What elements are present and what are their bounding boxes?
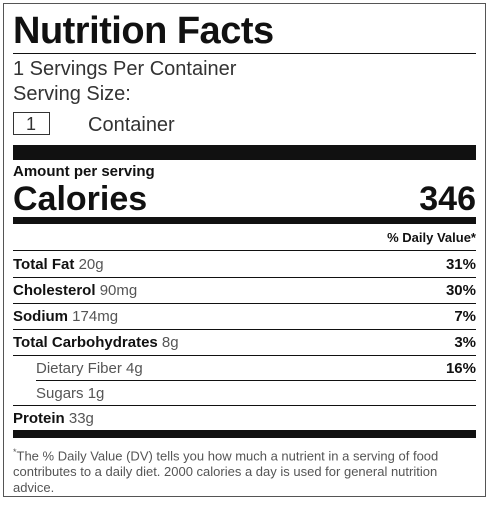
nutrient-row: Dietary Fiber 4g 16% [13, 356, 476, 381]
divider [13, 250, 476, 251]
nutrient-row: Cholesterol 90mg 30% [13, 278, 476, 303]
daily-value: 30% [445, 282, 476, 299]
nutrient-amount: 1g [87, 385, 105, 402]
serving-size-input[interactable]: 1 [13, 112, 50, 135]
divider [13, 405, 476, 406]
nutrient-amount: 174mg [72, 308, 119, 325]
nutrient-amount: 90mg [99, 282, 138, 299]
nutrient-name: Total Carbohydrates [13, 334, 158, 351]
divider [13, 53, 476, 54]
serving-size-label: Serving Size: [13, 83, 131, 105]
nutrient-row: Total Carbohydrates 8g 3% [13, 330, 476, 355]
thick-divider [13, 217, 476, 224]
daily-value: 16% [445, 360, 476, 377]
nutrient-amount: 33g [68, 410, 94, 427]
nutrient-row: Sugars 1g [13, 381, 476, 406]
nutrient-row: Sodium 174mg 7% [13, 304, 476, 329]
nutrition-label: Nutrition Facts 1 Servings Per Container… [3, 3, 486, 497]
nutrient-name: Cholesterol [13, 282, 96, 299]
serving-size-unit: Container [88, 114, 175, 136]
thick-divider [13, 430, 476, 438]
nutrient-name: Total Fat [13, 256, 75, 273]
nutrient-amount: 20g [78, 256, 104, 273]
divider [13, 303, 476, 304]
nutrient-name: Dietary Fiber [36, 360, 122, 377]
footnote-text: The % Daily Value (DV) tells you how muc… [13, 448, 439, 496]
nutrient-amount: 4g [126, 360, 143, 377]
nutrient-name: Protein [13, 410, 65, 427]
title: Nutrition Facts [13, 10, 274, 52]
footnote: *The % Daily Value (DV) tells you how mu… [13, 444, 468, 496]
amount-label: Amount per serving [13, 163, 155, 180]
daily-value: 3% [454, 334, 476, 351]
divider [13, 355, 476, 356]
nutrient-name: Sugars [36, 385, 84, 402]
nutrient-row: Total Fat 20g 31% [13, 252, 476, 277]
nutrient-amount: 8g [161, 334, 179, 351]
footnote-marker: * [13, 447, 17, 457]
nutrient-row: Protein 33g [13, 406, 476, 431]
nutrient-name: Sodium [13, 308, 68, 325]
divider [13, 329, 476, 330]
dv-header: % Daily Value* [387, 230, 476, 245]
servings: 1 Servings Per Container [13, 58, 237, 80]
calories-value: 346 [419, 180, 476, 218]
thick-divider [13, 145, 476, 160]
calories-label: Calories [13, 180, 148, 218]
divider [13, 277, 476, 278]
divider [36, 380, 476, 381]
daily-value: 7% [454, 308, 476, 325]
daily-value: 31% [445, 256, 476, 273]
